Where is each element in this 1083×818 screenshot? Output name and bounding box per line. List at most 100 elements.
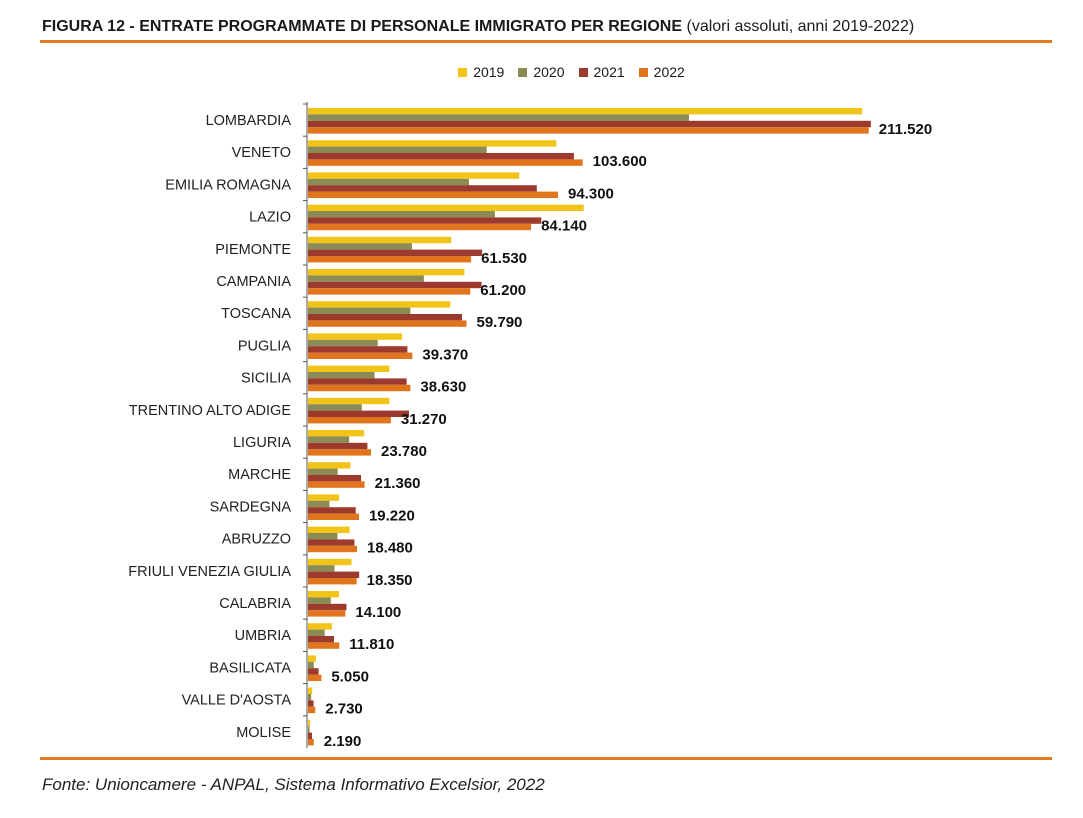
bar-2021: [308, 571, 360, 578]
figure-title-label: FIGURA 12 - ENTRATE PROGRAMMATE DI PERSO…: [42, 18, 683, 35]
legend-item-2020: 2020: [518, 64, 565, 80]
category-label: VENETO: [232, 145, 291, 161]
category-label: SICILIA: [241, 371, 291, 387]
bar-2022: [308, 642, 340, 649]
bar-2022: [308, 320, 467, 327]
data-label-2022: 21.360: [375, 475, 421, 492]
data-label-2022: 59.790: [477, 314, 523, 331]
bar-2019: [308, 558, 352, 566]
legend-swatch-2020: [518, 67, 528, 77]
bar-2021: [308, 281, 482, 289]
legend-swatch-2022: [638, 67, 648, 77]
bar-2022: [308, 191, 559, 198]
bar-2020: [308, 597, 331, 604]
bar-2019: [308, 526, 350, 533]
bar-chart: LOMBARDIA 211.520 VENETO 103.600 EMILIA ROMA…: [128, 102, 932, 750]
legend-item-2022: 2022: [638, 64, 685, 80]
bar-2022: [308, 256, 472, 263]
bar-2019: [308, 719, 311, 727]
data-label-2022: 5.050: [331, 668, 369, 685]
bar-2020: [308, 243, 412, 250]
bar-2019: [308, 172, 520, 179]
bar-2019: [308, 269, 465, 276]
category-label: TOSCANA: [221, 306, 291, 322]
bar-2022: [308, 159, 583, 166]
bar-2020: [308, 500, 330, 508]
data-label-2022: 11.810: [349, 636, 394, 653]
data-label-2022: 39.370: [422, 346, 468, 363]
data-label-2022: 103.600: [593, 153, 647, 170]
bar-2022: [308, 513, 359, 520]
bar-2020: [308, 372, 375, 379]
legend-label-2021: 2021: [593, 64, 625, 80]
top-rule: [40, 40, 1052, 43]
bar-2020: [308, 178, 469, 186]
bar-2020: [308, 629, 325, 636]
legend-label-2020: 2020: [533, 64, 565, 80]
bar-2022: [308, 352, 413, 359]
legend-item-2019: 2019: [458, 64, 504, 80]
legend-swatch-2019: [458, 67, 468, 77]
data-label-2022: 38.630: [420, 379, 466, 396]
bar-2020: [308, 565, 335, 572]
bar-2020: [308, 404, 362, 411]
category-label: ABRUZZO: [222, 532, 291, 548]
bottom-rule: [40, 757, 1052, 760]
bar-2021: [308, 346, 408, 353]
bar-2022: [308, 674, 322, 681]
category-label: MOLISE: [236, 725, 291, 741]
legend-label-2022: 2022: [653, 64, 685, 80]
category-label: UMBRIA: [235, 628, 292, 644]
bar-2019: [308, 462, 351, 469]
bar-2022: [308, 449, 372, 456]
bar-2020: [308, 661, 314, 669]
category-label: LAZIO: [249, 210, 291, 226]
category-label: CAMPANIA: [216, 274, 291, 290]
bar-2019: [308, 623, 332, 630]
data-label-2022: 211.520: [879, 121, 932, 138]
category-label: PIEMONTE: [215, 242, 291, 258]
bar-2022: [308, 481, 365, 488]
category-label: LOMBARDIA: [206, 113, 292, 129]
bar-2019: [308, 140, 557, 147]
bar-2019: [308, 204, 584, 211]
chart-legend: 2019 2020 2021 2022: [30, 64, 1083, 80]
bar-2019: [308, 494, 340, 501]
bar-2020: [308, 533, 338, 540]
bar-2022: [308, 127, 869, 134]
bar-2021: [308, 539, 355, 546]
bar-2019: [308, 301, 451, 308]
bar-2022: [308, 223, 532, 231]
data-label-2022: 31.270: [401, 411, 447, 428]
data-label-2022: 19.220: [369, 507, 415, 524]
bar-2019: [308, 430, 365, 437]
source-note: Fonte: Unioncamere - ANPAL, Sistema Info…: [42, 775, 545, 794]
bar-2019: [308, 365, 390, 372]
data-label-2022: 84.140: [541, 218, 587, 235]
bar-2021: [308, 217, 542, 224]
bar-2022: [308, 706, 316, 714]
figure-title: FIGURA 12 - ENTRATE PROGRAMMATE DI PERSO…: [42, 18, 914, 36]
bar-2020: [308, 436, 350, 443]
data-label-2022: 2.730: [325, 701, 363, 718]
data-label-2022: 61.530: [481, 250, 527, 267]
category-label: SARDEGNA: [210, 499, 292, 515]
data-label-2022: 94.300: [568, 185, 614, 202]
legend-label-2019: 2019: [473, 64, 505, 80]
bar-2021: [308, 410, 410, 417]
bar-2022: [308, 578, 357, 585]
bar-2021: [308, 378, 407, 385]
bar-2021: [308, 507, 356, 514]
bar-2021: [308, 249, 483, 256]
bar-2022: [308, 545, 357, 553]
bar-2021: [308, 185, 537, 192]
category-label: LIGURIA: [233, 435, 291, 451]
category-label: EMILIA ROMAGNA: [165, 177, 291, 193]
bar-2019: [308, 108, 863, 115]
bar-2021: [308, 153, 574, 160]
data-label-2022: 2.190: [324, 733, 362, 750]
bar-2020: [308, 694, 312, 701]
data-label-2022: 18.350: [367, 572, 413, 589]
bar-2020: [308, 307, 411, 314]
category-label: PUGLIA: [238, 338, 292, 354]
